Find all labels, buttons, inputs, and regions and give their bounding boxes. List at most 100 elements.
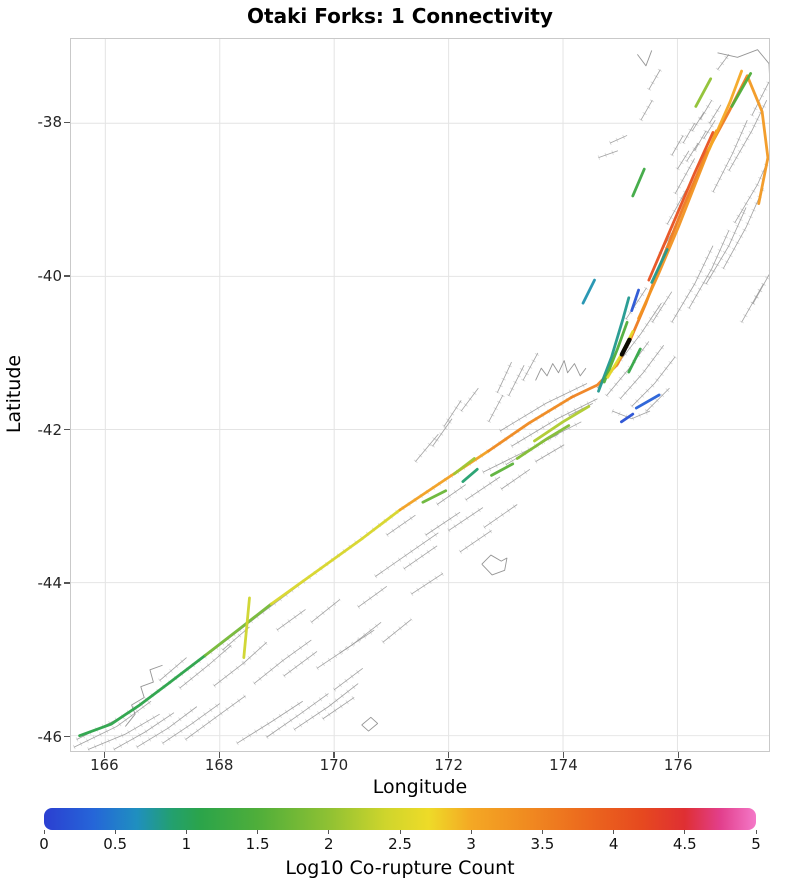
rupture-trace [627, 347, 642, 374]
fault-trace [752, 273, 769, 305]
x-tick-mark [677, 752, 679, 758]
fault-trace [640, 100, 653, 121]
fault-trace [432, 418, 453, 447]
fault-trace [322, 697, 355, 720]
y-tick-label: -40 [37, 267, 63, 285]
fault-trace-rungs [721, 187, 766, 270]
y-tick-mark [64, 736, 70, 738]
colorbar-tick-mark [328, 830, 330, 834]
rupture-trace [602, 320, 629, 384]
fault-trace [213, 662, 245, 687]
x-tick-label: 172 [434, 756, 463, 774]
fault-trace-rungs [732, 152, 769, 224]
fault-trace [511, 398, 598, 447]
fault-trace [722, 188, 764, 269]
x-tick-label: 166 [90, 756, 119, 774]
x-tick-mark [562, 752, 565, 758]
colorbar-tick-label: 0.5 [103, 835, 128, 853]
colorbar-tick-mark [541, 830, 543, 834]
y-tick-mark [64, 428, 70, 431]
y-tick-mark [64, 582, 70, 584]
y-tick-mark [64, 275, 70, 277]
fault-trace [612, 410, 651, 420]
colorbar-tick-label: 5 [751, 835, 761, 853]
fault-trace [179, 645, 232, 689]
fault-trace [283, 651, 318, 677]
rupture-trace [570, 337, 632, 399]
rupture-trace [650, 248, 669, 284]
map-plot [70, 38, 770, 752]
fault-trace [375, 532, 439, 577]
fault-trace [403, 545, 438, 570]
fault-trace [113, 712, 175, 750]
fault-trace [276, 609, 306, 631]
fault-trace [699, 100, 713, 120]
y-axis-label: Latitude [3, 354, 25, 434]
rupture-trace [707, 69, 743, 152]
rupture-trace [620, 412, 635, 424]
rupture-trace [634, 393, 661, 410]
colorbar-tick-mark [613, 830, 615, 834]
rupture-trace [78, 653, 207, 738]
fault-trace [703, 119, 716, 139]
rupture-trace [421, 489, 448, 504]
rupture-trace [647, 131, 715, 282]
fault-trace [357, 586, 388, 608]
x-tick-mark [448, 752, 450, 758]
colorbar-tick-label: 4.5 [672, 835, 697, 853]
fault-trace [671, 135, 684, 156]
coastline [637, 50, 653, 67]
fault-trace [316, 622, 382, 669]
fault-trace [382, 618, 412, 643]
fault-trace [496, 361, 512, 393]
fault-trace [651, 291, 673, 323]
fault-trace-rungs [498, 381, 589, 433]
y-tick-label: -46 [37, 727, 63, 746]
fault-trace [236, 700, 303, 744]
fault-trace [677, 150, 690, 170]
rupture-trace [204, 602, 273, 657]
rupture-trace [398, 449, 491, 512]
rupture-trace [461, 467, 479, 483]
fault-trace [694, 130, 707, 151]
colorbar-label: Log10 Co-rupture Count [285, 857, 515, 879]
fault-trace [691, 112, 705, 132]
x-tick-label: 170 [319, 756, 349, 774]
y-tick-label: -44 [37, 574, 63, 593]
fault-map-svg [71, 39, 769, 751]
x-tick-label: 168 [204, 756, 234, 774]
coastline [481, 554, 508, 576]
rupture-trace [630, 288, 640, 313]
fault-trace [619, 345, 665, 400]
fault-trace-rungs [75, 393, 576, 742]
rupture-trace [452, 457, 476, 476]
fault-trace [162, 703, 221, 744]
fault-trace [648, 69, 661, 90]
fault-trace [436, 484, 466, 505]
fault-trace [666, 188, 687, 225]
fault-trace [185, 695, 246, 740]
colorbar-tick-label: 1 [181, 835, 192, 853]
x-tick-mark [218, 752, 220, 758]
rupture-trace [487, 395, 573, 453]
fault-trace [159, 657, 187, 681]
rupture-trace [745, 74, 769, 206]
fault-trace [488, 394, 504, 423]
coastline [535, 360, 587, 381]
fault-trace [415, 433, 439, 462]
fault-trace [646, 387, 670, 412]
y-tick-label: -42 [37, 420, 63, 439]
fault-trace [136, 706, 198, 748]
fault-trace [266, 693, 329, 738]
colorbar-tick-mark [684, 830, 686, 834]
fault-trace [741, 283, 764, 323]
fault-trace [411, 573, 444, 595]
colorbar-tick-mark [114, 830, 116, 834]
fault-trace [705, 207, 747, 285]
x-tick-label: 176 [663, 756, 693, 774]
fault-trace [712, 120, 748, 193]
fault-trace [293, 683, 359, 730]
fault-trace [686, 142, 699, 162]
colorbar-tick-label: 0 [39, 835, 49, 853]
